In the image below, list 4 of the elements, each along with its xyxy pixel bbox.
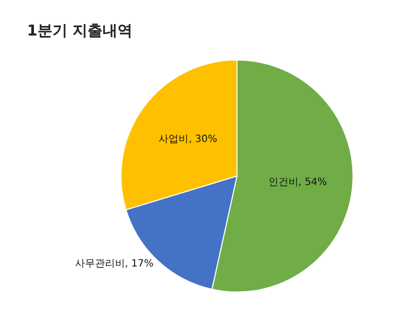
slice-label: 사무관리비, 17% [74,258,154,270]
slice-label: 인건비, 54% [268,177,327,188]
slice-label: 사업비, 30% [158,134,218,146]
chart-title: 1분기 지출내역 [27,22,133,40]
